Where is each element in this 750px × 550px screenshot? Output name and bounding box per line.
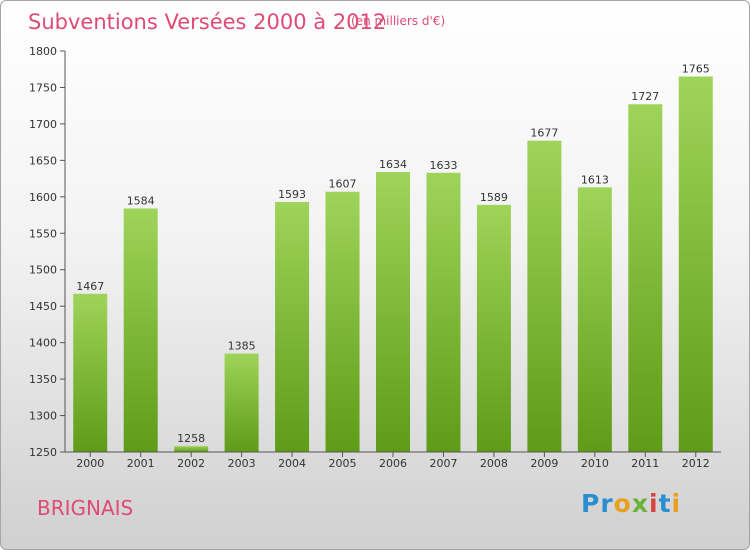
bar-2008: [476, 204, 511, 452]
proxiti-logo: Proxiti: [581, 489, 681, 518]
y-tick-label: 1650: [29, 154, 57, 167]
x-tick-label: 2001: [127, 457, 155, 470]
x-tick-label: 2011: [631, 457, 659, 470]
bar-2003: [224, 353, 259, 452]
x-tick-label: 2012: [682, 457, 710, 470]
y-tick-label: 1700: [29, 118, 57, 131]
bar-2004: [275, 201, 310, 452]
bar-2009: [527, 140, 562, 453]
bar-value-label: 1593: [278, 188, 306, 201]
bar-2005: [325, 191, 360, 452]
x-tick-label: 2005: [329, 457, 357, 470]
logo-letter: x: [631, 489, 649, 518]
y-tick-label: 1500: [29, 264, 57, 277]
bar-value-label: 1589: [480, 191, 508, 204]
bar-value-label: 1677: [530, 127, 558, 140]
commune-name: BRIGNAIS: [37, 496, 134, 520]
logo-letter: i: [671, 489, 682, 518]
logo-letter: r: [600, 489, 614, 518]
y-tick-label: 1550: [29, 227, 57, 240]
bar-2010: [577, 187, 612, 452]
bar-value-label: 1258: [177, 432, 205, 445]
bar-value-label: 1634: [379, 158, 407, 171]
bar-2012: [678, 76, 713, 452]
x-tick-label: 2000: [76, 457, 104, 470]
bars: 1467 1584 1258 1385 1593 1607 1634 1633 1589 1677…: [73, 63, 713, 453]
x-tick-label: 2009: [530, 457, 558, 470]
x-tick-label: 2008: [480, 457, 508, 470]
bar-value-label: 1607: [329, 178, 357, 191]
y-tick-label: 1750: [29, 81, 57, 94]
bar-value-label: 1385: [228, 340, 256, 353]
y-tick-label: 1800: [29, 45, 57, 58]
x-tick-label: 2007: [429, 457, 457, 470]
unit-note: (en milliers d'€): [351, 14, 446, 28]
bar-value-label: 1765: [682, 63, 710, 76]
y-tick-label: 1400: [29, 337, 57, 350]
x-tick-label: 2010: [581, 457, 609, 470]
x-axis: 2000 2001 2002 2003 2004 2005 2006 2007 2008 2009…: [65, 451, 721, 470]
bar-2002: [174, 446, 209, 452]
x-tick-label: 2002: [177, 457, 205, 470]
x-tick-label: 2003: [228, 457, 256, 470]
y-axis: 1250 1300 1350 1400 1450 1500 1550 1600 1650 1700…: [29, 45, 66, 459]
x-tick-label: 2004: [278, 457, 306, 470]
bar-value-label: 1633: [429, 159, 457, 172]
y-tick-label: 1300: [29, 410, 57, 423]
bar-2006: [376, 172, 410, 452]
logo-letter: i: [649, 489, 659, 518]
logo-letter: o: [613, 489, 632, 518]
bar-2000: [73, 293, 108, 452]
bar-value-label: 1467: [76, 280, 104, 293]
y-tick-label: 1600: [29, 191, 57, 204]
y-tick-label: 1450: [29, 300, 57, 313]
bar-2001: [123, 208, 158, 452]
y-tick-label: 1250: [29, 446, 57, 459]
bar-value-label: 1584: [127, 194, 155, 207]
y-tick-label: 1350: [29, 373, 57, 386]
x-tick-label: 2006: [379, 457, 407, 470]
bar-value-label: 1613: [581, 173, 609, 186]
logo-letter: t: [658, 489, 672, 518]
bar-2011: [628, 104, 663, 452]
bar-value-label: 1727: [631, 90, 659, 103]
logo-letter: P: [581, 489, 601, 518]
bar-2007: [426, 172, 461, 452]
chart-title: Subventions Versées 2000 à 2012: [28, 10, 387, 34]
